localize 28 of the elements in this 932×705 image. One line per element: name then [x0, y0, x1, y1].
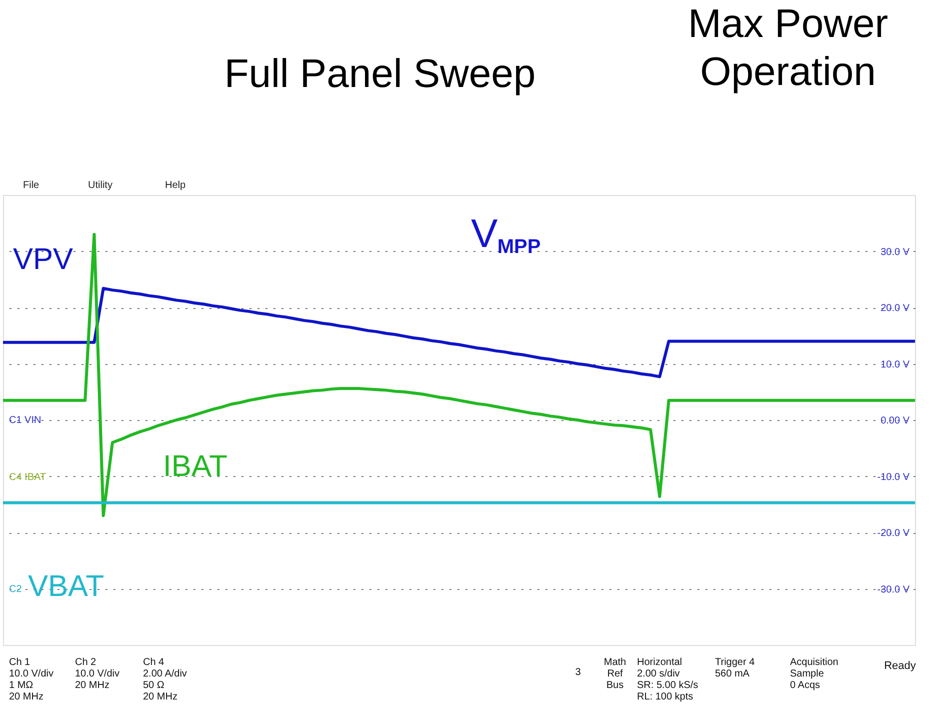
series-label: VPV — [13, 243, 74, 276]
y-tick-label: -20.0 V — [877, 528, 910, 539]
text: Help — [165, 180, 186, 191]
text: Utility — [88, 180, 112, 191]
y-tick-label: 0.00 V — [880, 416, 910, 426]
text: Ch 2 10.0 V/div 20 MHz — [75, 657, 120, 691]
line-series — [2, 286, 916, 378]
y-tick-label: 10.0 V — [880, 359, 910, 370]
text: Ready — [884, 660, 916, 672]
text: VBAT — [28, 570, 104, 603]
y-tick-label: 20.0 V — [880, 303, 910, 314]
y-tick-label: -30.0 V — [877, 584, 910, 596]
text: Full Panel Sweep — [224, 52, 536, 96]
text: Acquisition Sample 0 Acqs — [790, 657, 838, 691]
text: Trigger 4 560 mA — [715, 657, 756, 680]
annotation: C2 — [9, 584, 22, 595]
text: 3 — [575, 667, 582, 678]
series-label: IBAT — [163, 450, 228, 483]
annotation: C1 VIN — [9, 415, 42, 426]
text: Ch 4 2.00 A/div 50 Ω 20 MHz — [143, 657, 187, 702]
text: Max Power Operation — [688, 2, 888, 94]
text: Horizontal 2.00 s/div SR: 5.00 kS/s RL: 100 kpts — [637, 657, 698, 702]
text: Ch 1 10.0 V/div 1 MΩ 20 MHz — [9, 657, 54, 702]
y-tick-label: 30.0 V — [880, 246, 910, 258]
text: Math Ref Bus — [604, 657, 626, 691]
text: File — [23, 180, 40, 191]
annotation: C4 IBAT — [9, 472, 46, 483]
y-tick-label: -10.0 V — [877, 472, 910, 483]
